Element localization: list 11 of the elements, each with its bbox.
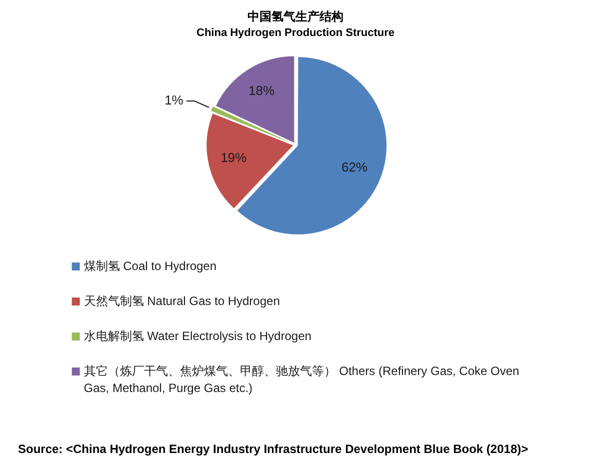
legend-label: 其它（炼厂干气、焦炉煤气、甲醇、驰放气等） Others (Refinery Gas, Coke Oven Gas, Methanol, Purge Gas etc.) xyxy=(84,364,520,395)
chart-title: 中国氢气生产结构 xyxy=(248,10,344,24)
chart-subtitle: China Hydrogen Production Structure xyxy=(196,27,395,40)
legend-label: 天然气制氢 Natural Gas to Hydrogen xyxy=(84,294,280,308)
legend-label: 水电解制氢 Water Electrolysis to Hydrogen xyxy=(84,328,312,343)
data-label: 62% xyxy=(341,160,368,175)
data-label: 1% xyxy=(164,92,184,108)
data-label: 18% xyxy=(248,82,275,98)
source-note: Source: <China Hydrogen Energy Industry Infrastructure Development Blue Book (2018)> xyxy=(18,442,528,456)
legend-label: 煤制氢 Coal to Hydrogen xyxy=(84,258,217,273)
data-label: 19% xyxy=(220,150,248,166)
